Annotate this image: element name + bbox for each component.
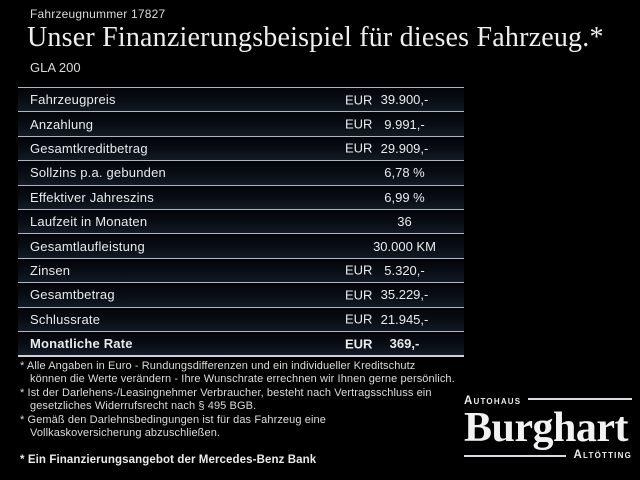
row-value: 39.900,- xyxy=(380,92,429,108)
row-label: Zinsen xyxy=(30,262,71,278)
table-row: Gesamtbetrag EUR 35.229,- xyxy=(18,282,464,307)
row-value-box: 6,78 % xyxy=(345,165,464,180)
logo-city-label: Altötting xyxy=(573,449,632,461)
row-label: Gesamtlaufleistung xyxy=(30,238,145,254)
currency-label: EUR xyxy=(345,287,373,303)
row-value: 6,78 % xyxy=(384,165,425,181)
logo-rule-top xyxy=(528,397,632,400)
row-value: 36 xyxy=(397,214,412,230)
row-value: 21.945,- xyxy=(380,311,429,327)
row-value: 35.229,- xyxy=(380,287,429,303)
table-row: Fahrzeugpreis EUR 39.900,- xyxy=(18,87,464,112)
row-value-box: 6,99 % xyxy=(345,190,464,205)
logo-top-row: Autohaus xyxy=(464,395,632,407)
page-title: Unser Finanzierungsbeispiel für dieses F… xyxy=(27,22,604,53)
row-value-box: EUR 369,- xyxy=(345,336,464,351)
row-label: Anzahlung xyxy=(30,116,94,132)
vehicle-model: GLA 200 xyxy=(30,60,81,75)
currency-label: EUR xyxy=(345,262,373,278)
row-label: Fahrzeugpreis xyxy=(30,92,116,108)
row-value: 9.991,- xyxy=(384,116,425,132)
table-row: Gesamtlaufleistung 30.000 KM xyxy=(18,233,464,258)
footnotes-list: * Alle Angaben in Euro - Rundungsdiffere… xyxy=(20,360,480,440)
table-row: Sollzins p.a. gebunden 6,78 % xyxy=(18,160,464,185)
table-row: Anzahlung EUR 9.991,- xyxy=(18,111,464,136)
currency-label: EUR xyxy=(345,92,373,108)
vehicle-number: Fahrzeugnummer 17827 xyxy=(30,7,166,21)
row-label: Monatliche Rate xyxy=(30,336,133,352)
row-label: Gesamtbetrag xyxy=(30,287,115,303)
row-value-box: EUR 21.945,- xyxy=(345,312,464,327)
row-value-box: EUR 29.909,- xyxy=(345,141,464,156)
row-label: Schlussrate xyxy=(30,311,101,327)
row-label: Sollzins p.a. gebunden xyxy=(30,165,166,181)
row-value: 30.000 KM xyxy=(373,238,436,254)
row-value-box: EUR 5.320,- xyxy=(345,263,464,278)
row-label: Laufzeit in Monaten xyxy=(30,214,148,230)
row-value-box: EUR 9.991,- xyxy=(345,117,464,132)
finance-table: Fahrzeugpreis EUR 39.900,- Anzahlung EUR 9.99… xyxy=(18,87,464,358)
currency-label: EUR xyxy=(345,116,373,132)
footnote-item: * Alle Angaben in Euro - Rundungsdiffere… xyxy=(20,360,455,386)
row-value-box: 36 xyxy=(345,214,464,229)
footnote-item: * Gemäß den Darlehnsbedingungen ist für … xyxy=(20,413,326,440)
currency-label: EUR xyxy=(345,140,373,156)
currency-label: EUR xyxy=(345,311,373,327)
row-value-box: EUR 35.229,- xyxy=(345,287,464,302)
row-value: 369,- xyxy=(389,336,420,352)
currency-label: EUR xyxy=(345,336,373,352)
row-value: 5.320,- xyxy=(384,262,425,278)
row-value: 29.909,- xyxy=(380,140,429,156)
row-value: 6,99 % xyxy=(384,189,425,205)
footnote-item: * Ist der Darlehens-/Leasingnehmer Verbr… xyxy=(20,386,432,413)
table-row: Laufzeit in Monaten 36 xyxy=(18,208,464,234)
table-row: Monatliche Rate EUR 369,- xyxy=(18,330,464,358)
logo-rule-bottom xyxy=(464,454,567,457)
table-row: Zinsen EUR 5.320,- xyxy=(18,257,464,283)
row-value-box: EUR 39.900,- xyxy=(345,92,464,107)
table-row: Gesamtkreditbetrag EUR 29.909,- xyxy=(18,135,464,161)
row-value-box: 30.000 KM xyxy=(345,239,464,254)
logo-autohaus-label: Autohaus xyxy=(464,395,522,407)
row-label: Gesamtkreditbetrag xyxy=(30,140,148,156)
logo-dealer-name: Burghart xyxy=(464,405,629,451)
dealer-logo: Autohaus Burghart Altötting xyxy=(464,395,632,461)
row-label: Effektiver Jahreszins xyxy=(30,189,154,205)
logo-bottom-row: Altötting xyxy=(464,449,632,461)
table-row: Effektiver Jahreszins 6,99 % xyxy=(18,184,464,209)
bank-offer-note: * Ein Finanzierungsangebot der Mercedes-… xyxy=(20,454,317,466)
table-row: Schlussrate EUR 21.945,- xyxy=(18,306,464,331)
